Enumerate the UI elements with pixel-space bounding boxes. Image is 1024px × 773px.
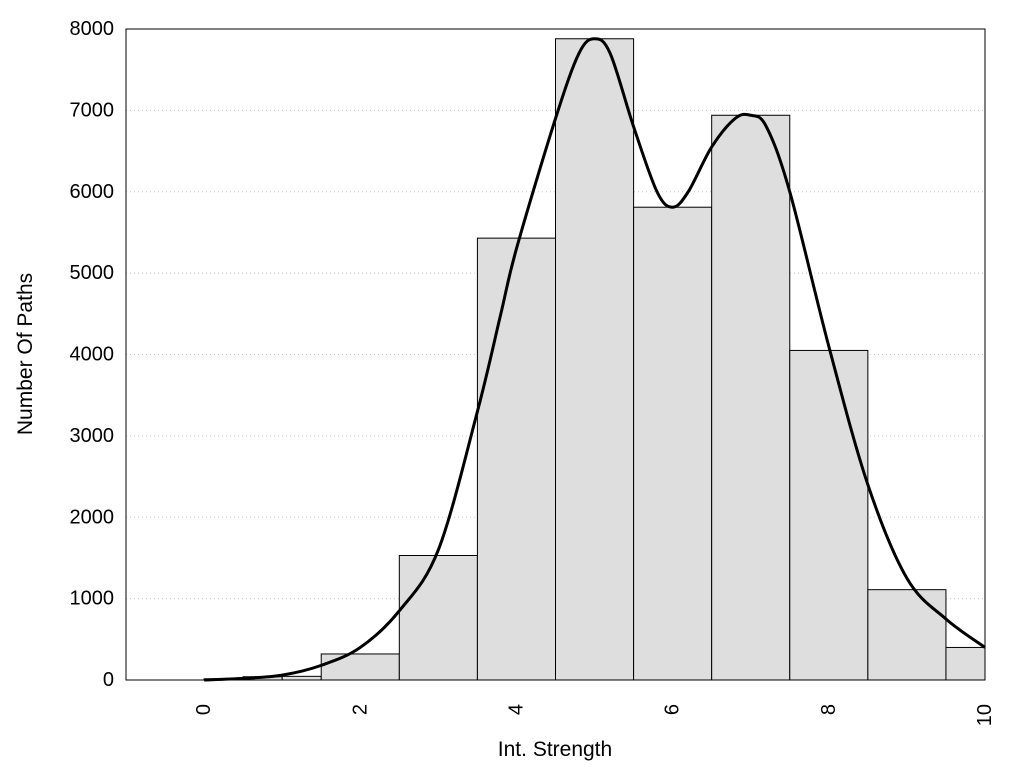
x-tick-label-0: 0 [193,704,215,715]
x-tick-label-10: 10 [974,704,996,726]
y-tick-label-3000: 3000 [70,425,115,447]
y-tick-label-7000: 7000 [70,99,115,121]
y-tick-label-0: 0 [103,669,114,691]
bar-11 [945,646,986,681]
y-tick-label-4000: 4000 [70,344,115,366]
y-tick-label-1000: 1000 [70,588,115,610]
bar-8 [711,114,791,681]
x-tick-label-4: 4 [505,704,527,715]
x-tick-label-2: 2 [349,704,371,715]
bar-3 [320,653,400,681]
x-axis-ticks: 0 2 4 6 8 10 [193,704,996,726]
density-curve [204,37,986,682]
bar-5 [476,237,556,681]
bar-7 [633,206,713,681]
y-tick-label-6000: 6000 [70,181,115,203]
x-tick-label-6: 6 [662,704,684,715]
bar-2 [281,675,322,681]
bar-4 [398,554,478,681]
bar-6 [555,38,635,681]
bar-9 [789,349,869,681]
y-axis-title: Number Of Paths [14,273,37,435]
plot-frame [125,28,986,681]
bar-10 [867,589,947,681]
y-tick-label-8000: 8000 [70,18,115,40]
y-tick-label-5000: 5000 [70,262,115,284]
y-tick-label-2000: 2000 [70,506,115,528]
y-axis-ticks: 0 1000 2000 3000 4000 5000 6000 7000 8000 [70,18,115,691]
histogram-bars [203,38,986,681]
x-tick-label-8: 8 [818,704,840,715]
x-axis-title: Int. Strength [498,738,612,761]
